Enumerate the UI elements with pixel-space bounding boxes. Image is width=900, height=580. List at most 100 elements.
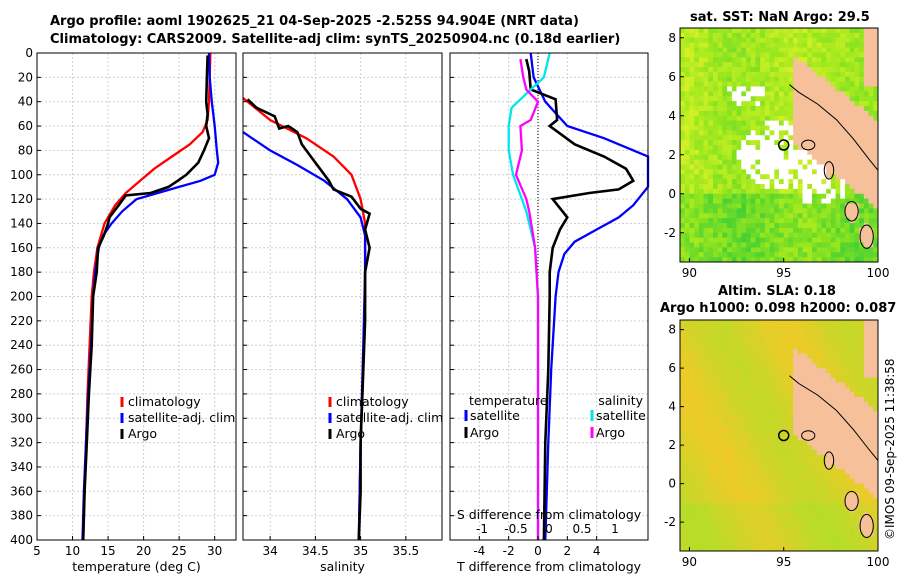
map-cell: [830, 324, 836, 331]
map-cell: [736, 37, 742, 44]
map-cell: [821, 57, 827, 63]
map-cell: [873, 218, 879, 224]
map-cell: [793, 203, 799, 209]
map-cell: [708, 76, 714, 83]
map-cell: [868, 223, 874, 229]
map-cell: [830, 174, 836, 180]
map-cell: [868, 130, 874, 136]
map-cell: [694, 106, 700, 112]
map-cell: [703, 232, 709, 239]
map-cell: [741, 67, 747, 73]
map-cell: [807, 339, 813, 345]
map-cell: [703, 159, 709, 165]
map-cell: [736, 445, 742, 451]
map-cell: [863, 363, 869, 369]
map-cell: [849, 387, 855, 393]
map-cell: [873, 96, 879, 102]
map-cell: [764, 474, 770, 480]
map-cell: [774, 397, 780, 403]
map-cell: [713, 81, 719, 87]
map-cell: [816, 96, 822, 102]
map-cell: [703, 188, 709, 195]
map-cell: [779, 37, 785, 44]
map-cell: [764, 329, 770, 335]
map-cell: [736, 421, 742, 427]
map-cell: [769, 247, 775, 253]
secondary-axis-label: S difference from climatology: [457, 507, 642, 522]
map-cell: [802, 198, 808, 204]
map-cell: [793, 120, 799, 126]
map-cell: [826, 483, 832, 489]
map-cell: [783, 169, 789, 175]
map-cell: [835, 247, 841, 253]
map-cell: [807, 478, 813, 485]
map-cell: [859, 37, 865, 44]
map-cell: [830, 227, 836, 234]
map-cell: [830, 377, 836, 383]
map-cell: [755, 67, 761, 73]
map-cell: [830, 62, 836, 68]
map-cell: [816, 62, 822, 68]
map-cell: [826, 334, 832, 340]
map-cell: [760, 353, 766, 359]
map-cell: [845, 154, 851, 161]
map-cell: [849, 213, 855, 219]
map-cell: [769, 179, 775, 185]
map-cell: [797, 445, 803, 451]
map-cell: [779, 154, 785, 161]
map-cell: [863, 257, 869, 263]
map-cell: [731, 425, 737, 432]
map-cell: [694, 502, 700, 509]
map-cell: [797, 416, 803, 422]
map-cell: [835, 120, 841, 126]
map-cell: [731, 344, 737, 350]
map-cell: [816, 247, 822, 253]
map-cell: [769, 257, 775, 263]
map-cell: [868, 512, 874, 518]
map-cell: [717, 478, 723, 485]
map-cell: [774, 526, 780, 533]
map-cell: [802, 188, 808, 195]
map-cell: [746, 149, 752, 156]
map-cell: [812, 526, 818, 533]
map-cell: [830, 502, 836, 509]
map-cell: [717, 430, 723, 436]
map-cell: [788, 145, 794, 151]
map-cell: [830, 57, 836, 63]
map-cell: [812, 344, 818, 350]
map-cell: [863, 334, 869, 340]
map-cell: [694, 454, 700, 460]
x-tick-label: 95: [776, 555, 791, 569]
map-cell: [694, 363, 700, 369]
map-cell: [873, 213, 879, 219]
map-cell: [769, 358, 775, 364]
map-cell: [849, 57, 855, 63]
map-cell: [835, 57, 841, 63]
map-cell: [769, 454, 775, 460]
map-cell: [859, 324, 865, 331]
map-cell: [845, 469, 851, 475]
map-cell: [812, 32, 818, 39]
map-cell: [764, 522, 770, 528]
map-cell: [755, 406, 761, 412]
map-cell: [755, 140, 761, 146]
map-cell: [750, 62, 756, 68]
map-cell: [783, 130, 789, 136]
map-cell: [854, 440, 860, 446]
map-cell: [698, 546, 704, 552]
map-cell: [812, 149, 818, 156]
map-cell: [816, 213, 822, 219]
map-cell: [774, 62, 780, 68]
map-cell: [755, 101, 761, 107]
map-cell: [717, 125, 723, 131]
map-cell: [812, 517, 818, 523]
map-cell: [694, 546, 700, 552]
map-cell: [727, 483, 733, 489]
map-cell: [731, 101, 737, 107]
map-cell: [764, 421, 770, 427]
map-cell: [689, 449, 695, 456]
map-cell: [717, 536, 723, 542]
map-cell: [684, 502, 690, 509]
map-cell: [741, 435, 747, 441]
map-cell: [859, 401, 865, 408]
